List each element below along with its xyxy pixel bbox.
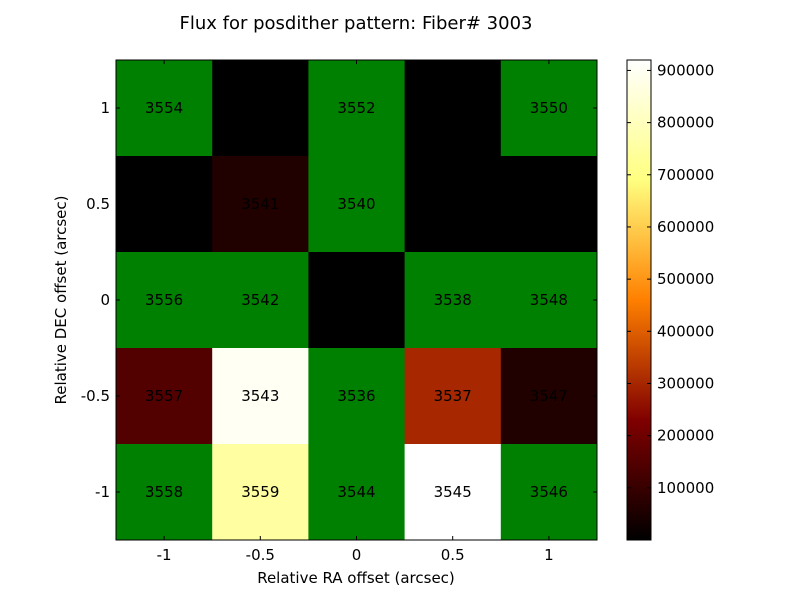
colorbar-tick-label: 400000 xyxy=(657,322,714,340)
cell-label: 3544 xyxy=(337,483,375,501)
heatmap-cell xyxy=(212,252,309,349)
y-axis-ticks: 1 0.5 0 -0.5 -1 xyxy=(81,99,597,501)
y-tick-label: 0.5 xyxy=(86,195,110,213)
x-tick-label: 0 xyxy=(352,546,362,564)
heatmap-cell xyxy=(116,60,213,157)
cell-label: 3543 xyxy=(241,387,279,405)
cell-label: 3546 xyxy=(530,483,568,501)
x-axis-ticks: -1 -0.5 0 0.5 1 xyxy=(157,60,554,564)
x-axis-label: Relative RA offset (arcsec) xyxy=(257,569,455,587)
y-tick-label: 1 xyxy=(100,99,110,117)
heatmap-cell xyxy=(212,348,309,445)
cell-label: 3545 xyxy=(434,483,472,501)
colorbar-gradient xyxy=(626,59,652,541)
heatmap-cell xyxy=(500,348,598,445)
heatmap-cell xyxy=(308,252,406,349)
heatmap-cell xyxy=(308,348,406,445)
heatmap-cell xyxy=(212,444,309,541)
heatmap-cell xyxy=(500,60,598,157)
heatmap-cell xyxy=(308,444,406,541)
y-tick-label: -0.5 xyxy=(81,387,110,405)
heatmap-cells: 3554 3552 3550 3541 3540 3556 3542 3538 3548 3557… xyxy=(116,60,598,541)
heatmap-cell xyxy=(308,60,406,157)
cell-label: 3558 xyxy=(145,483,183,501)
y-tick-label: -1 xyxy=(95,483,110,501)
colorbar-tick-label: 500000 xyxy=(657,270,714,288)
heatmap-cell xyxy=(212,156,309,253)
heatmap-cell xyxy=(404,60,502,157)
cell-label: 3541 xyxy=(241,195,279,213)
x-tick-label: -0.5 xyxy=(246,546,275,564)
colorbar-tick-label: 900000 xyxy=(657,61,714,79)
colorbar-tick-label: 600000 xyxy=(657,218,714,236)
cell-label: 3547 xyxy=(530,387,568,405)
heatmap-cell xyxy=(404,156,502,253)
x-tick-label: -1 xyxy=(157,546,172,564)
cell-label: 3552 xyxy=(337,99,375,117)
cell-label: 3540 xyxy=(337,195,375,213)
cell-label: 3556 xyxy=(145,291,183,309)
x-tick-label: 1 xyxy=(544,546,554,564)
heatmap-cell xyxy=(404,348,502,445)
heatmap-cell xyxy=(404,444,502,541)
heatmap-cell xyxy=(500,156,598,253)
colorbar-tick-label: 100000 xyxy=(657,479,714,497)
heatmap-cell xyxy=(308,156,406,253)
cell-label: 3536 xyxy=(337,387,375,405)
y-tick-label: 0 xyxy=(100,291,110,309)
heatmap-cell xyxy=(404,252,502,349)
colorbar: 100000 200000 300000 400000 500000 600000 7000… xyxy=(626,59,714,541)
heatmap-cell xyxy=(116,156,213,253)
heatmap-cell xyxy=(212,60,309,157)
heatmap-cell xyxy=(116,444,213,541)
cell-label: 3557 xyxy=(145,387,183,405)
cell-label: 3542 xyxy=(241,291,279,309)
cell-label: 3554 xyxy=(145,99,183,117)
cell-label: 3548 xyxy=(530,291,568,309)
colorbar-tick-label: 200000 xyxy=(657,427,714,445)
heatmap-cell xyxy=(500,444,598,541)
heatmap-cell xyxy=(500,252,598,349)
cell-label: 3550 xyxy=(530,99,568,117)
heatmap-cell xyxy=(116,252,213,349)
cell-label: 3537 xyxy=(434,387,472,405)
heatmap-cell xyxy=(116,348,213,445)
colorbar-tick-label: 700000 xyxy=(657,166,714,184)
cell-label: 3559 xyxy=(241,483,279,501)
x-tick-label: 0.5 xyxy=(441,546,465,564)
cell-label: 3538 xyxy=(434,291,472,309)
colorbar-tick-label: 800000 xyxy=(657,114,714,132)
y-axis-label: Relative DEC offset (arcsec) xyxy=(52,195,70,404)
chart-title: Flux for posdither pattern: Fiber# 3003 xyxy=(180,13,533,34)
colorbar-tick-label: 300000 xyxy=(657,374,714,392)
